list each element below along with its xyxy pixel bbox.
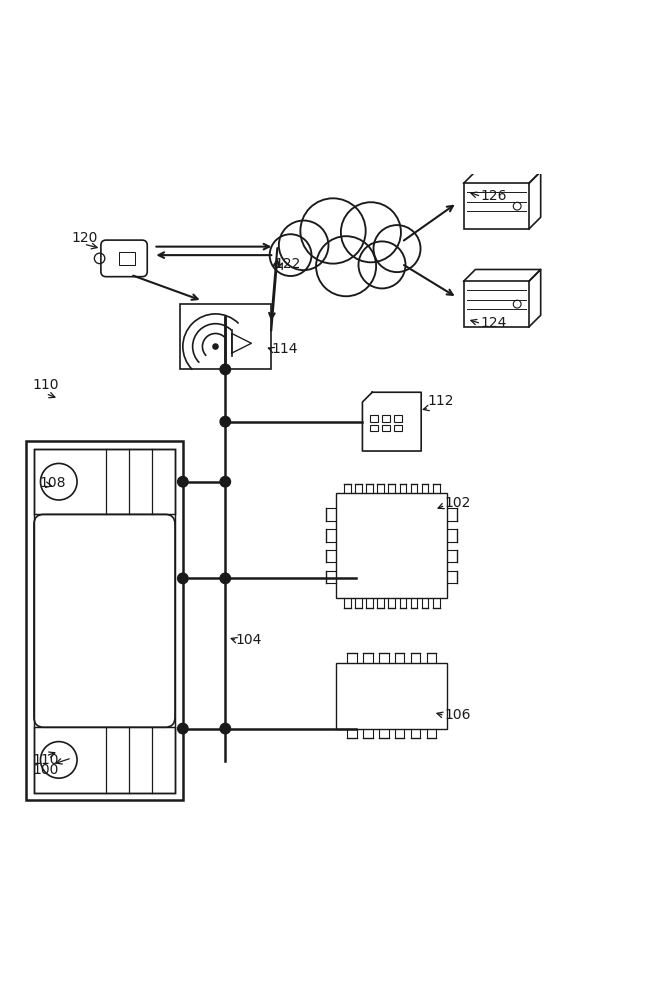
Bar [34, 727, 175, 793]
Bar [180, 304, 271, 369]
Circle shape [374, 225, 421, 272]
Circle shape [220, 476, 231, 487]
Circle shape [220, 573, 231, 584]
Bar [464, 281, 529, 327]
Circle shape [178, 573, 188, 584]
Circle shape [213, 344, 218, 349]
Circle shape [178, 476, 188, 487]
Text: 102: 102 [444, 496, 470, 510]
Circle shape [270, 234, 311, 276]
Bar [464, 183, 529, 229]
Circle shape [279, 221, 328, 270]
Text: 110: 110 [33, 378, 59, 392]
Circle shape [341, 202, 401, 262]
Bar [34, 449, 175, 793]
Text: 100: 100 [33, 763, 59, 777]
Bar [34, 449, 175, 514]
Circle shape [220, 364, 231, 375]
Circle shape [300, 198, 366, 264]
Bar [382, 425, 390, 431]
Circle shape [220, 723, 231, 734]
Text: 114: 114 [271, 342, 298, 356]
Bar [394, 425, 402, 431]
Bar [382, 415, 390, 422]
Text: 108: 108 [39, 476, 66, 490]
Circle shape [178, 723, 188, 734]
Bar [26, 441, 183, 800]
Bar [336, 493, 447, 598]
Circle shape [316, 236, 376, 296]
Text: 122: 122 [274, 257, 300, 271]
Text: 124: 124 [480, 316, 506, 330]
Bar [336, 663, 447, 729]
Bar [370, 415, 378, 422]
Text: 110: 110 [33, 753, 59, 767]
Text: 112: 112 [428, 394, 454, 408]
Text: 126: 126 [480, 189, 507, 203]
Bar [119, 252, 135, 265]
Circle shape [358, 241, 406, 288]
Text: 106: 106 [444, 708, 471, 722]
Text: 120: 120 [72, 231, 98, 245]
Text: 104: 104 [235, 633, 261, 647]
Circle shape [220, 416, 231, 427]
Bar [370, 425, 378, 431]
Bar [394, 415, 402, 422]
